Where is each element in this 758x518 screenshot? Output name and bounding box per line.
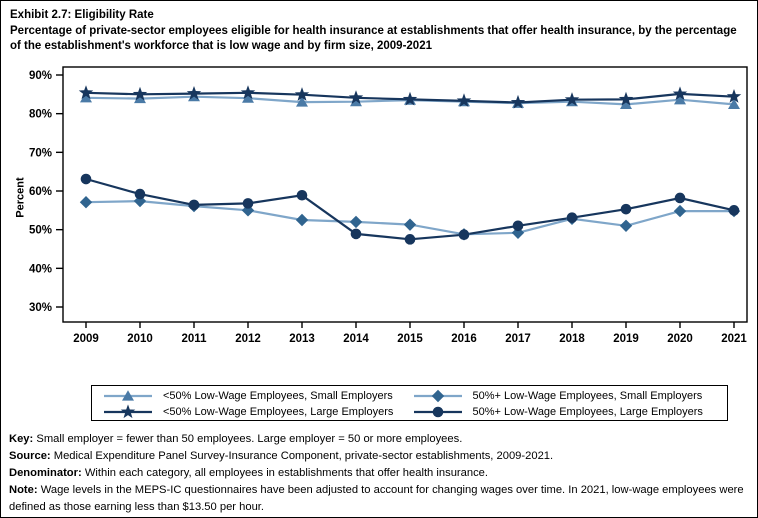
- svg-text:80%: 80%: [29, 109, 52, 121]
- svg-text:40%: 40%: [29, 263, 52, 275]
- legend-item-lt50-large: <50% Low-Wage Employees, Large Employers: [102, 404, 412, 420]
- y-axis: 90% 80% 70% 60% 50% 40% 30%: [29, 70, 63, 314]
- triangle-marker-icon: [674, 93, 686, 105]
- svg-text:30%: 30%: [29, 302, 52, 314]
- triangle-marker-icon: [242, 92, 254, 103]
- circle-marker-icon: [296, 189, 308, 201]
- svg-text:70%: 70%: [29, 147, 52, 159]
- triangle-marker-icon: [80, 92, 92, 103]
- diamond-marker-icon: [413, 389, 462, 403]
- star-marker-icon: [186, 85, 202, 100]
- svg-text:2010: 2010: [127, 333, 153, 345]
- triangle-marker-icon: [350, 95, 362, 107]
- svg-text:2011: 2011: [182, 333, 208, 345]
- triangle-marker-icon: [122, 390, 134, 401]
- circle-marker-icon: [134, 188, 146, 200]
- footnote-key: Key: Small employer = fewer than 50 empl…: [9, 433, 463, 445]
- circle-marker-icon: [80, 173, 92, 185]
- diamond-marker-icon: [79, 196, 93, 209]
- star-marker-icon: [618, 91, 634, 106]
- star-marker-icon: [564, 92, 580, 106]
- diamond-marker-icon: [431, 389, 444, 403]
- exhibit-title: Exhibit 2.7: Eligibility Rate: [10, 9, 154, 21]
- svg-text:2015: 2015: [397, 333, 423, 345]
- star-marker-icon: [456, 93, 472, 108]
- line-chart: 90% 80% 70% 60% 50% 40% 30% 2009 2010 2011 2012 201…: [29, 66, 748, 345]
- star-marker-icon: [726, 89, 742, 103]
- diamond-marker-icon: [619, 219, 633, 233]
- star-marker-icon: [672, 86, 688, 101]
- legend-item-lt50-small: <50% Low-Wage Employees, Small Employers: [102, 388, 412, 404]
- star-marker-icon: [120, 404, 136, 419]
- svg-text:2020: 2020: [667, 333, 693, 345]
- svg-text:2014: 2014: [343, 333, 369, 345]
- triangle-marker-icon: [728, 98, 740, 109]
- svg-text:2021: 2021: [721, 333, 747, 345]
- series-markers-3: [80, 173, 740, 245]
- plot-area: [62, 66, 748, 323]
- circle-marker-icon: [458, 229, 470, 240]
- star-marker-icon: [78, 85, 94, 99]
- footnote-source: Source: Medical Expenditure Panel Survey…: [9, 450, 554, 462]
- svg-text:2013: 2013: [289, 333, 315, 345]
- star-marker-icon: [104, 404, 152, 419]
- legend-label: 50%+ Low-Wage Employees, Large Employers: [472, 406, 703, 418]
- legend-item-50plus-large: 50%+ Low-Wage Employees, Large Employers: [412, 404, 722, 420]
- svg-text:2018: 2018: [559, 333, 585, 345]
- svg-text:60%: 60%: [29, 186, 52, 198]
- diamond-marker-icon: [295, 213, 309, 227]
- svg-text:2012: 2012: [235, 333, 261, 345]
- triangle-marker-icon: [620, 98, 632, 109]
- circle-marker-icon: [620, 203, 632, 215]
- footnote-denominator: Denominator: Within each category, all e…: [9, 467, 489, 479]
- diamond-marker-icon: [403, 218, 417, 231]
- legend-label: <50% Low-Wage Employees, Small Employers: [163, 390, 393, 402]
- x-axis: 2009 2010 2011 2012 2013 2014 2015 2016 2017 2018…: [73, 322, 747, 345]
- footnote-note: Note: Wage levels in the MEPS-IC questio…: [9, 484, 744, 513]
- diamond-marker-icon: [673, 204, 687, 218]
- circle-marker-icon: [566, 212, 578, 223]
- diamond-marker-icon: [349, 215, 363, 229]
- circle-marker-icon: [674, 192, 686, 204]
- svg-text:50%: 50%: [29, 225, 52, 237]
- star-marker-icon: [510, 94, 526, 109]
- star-marker-icon: [132, 86, 148, 101]
- chart-header: Exhibit 2.7: Eligibility Rate Percentage…: [10, 8, 750, 55]
- circle-marker-icon: [242, 198, 254, 209]
- circle-marker-icon: [350, 228, 362, 240]
- circle-marker-icon: [188, 199, 200, 211]
- circle-marker-icon: [728, 205, 740, 216]
- legend-item-50plus-small: 50%+ Low-Wage Employees, Small Employers: [412, 388, 722, 404]
- star-marker-icon: [348, 90, 364, 104]
- circle-marker-icon: [512, 220, 524, 232]
- star-marker-icon: [402, 91, 418, 106]
- series-markers-2: [78, 85, 742, 109]
- circle-marker-icon: [404, 234, 416, 245]
- legend-label: <50% Low-Wage Employees, Large Employers: [163, 406, 394, 418]
- exhibit-subtitle: Percentage of private-sector employees e…: [10, 24, 737, 53]
- triangle-marker-icon: [296, 96, 308, 107]
- svg-text:2019: 2019: [613, 333, 639, 345]
- circle-marker-icon: [413, 406, 462, 418]
- footnotes: Key: Small employer = fewer than 50 empl…: [9, 431, 751, 516]
- star-marker-icon: [240, 85, 256, 99]
- chart-legend: <50% Low-Wage Employees, Small Employers…: [91, 385, 728, 421]
- triangle-marker-icon: [104, 390, 152, 401]
- circle-marker-icon: [432, 406, 443, 418]
- triangle-marker-icon: [134, 92, 146, 104]
- star-marker-icon: [294, 87, 310, 101]
- svg-text:2009: 2009: [73, 333, 99, 345]
- svg-text:90%: 90%: [29, 70, 52, 82]
- svg-text:2017: 2017: [505, 333, 531, 345]
- legend-label: 50%+ Low-Wage Employees, Small Employers: [472, 390, 703, 402]
- svg-text:2016: 2016: [451, 333, 477, 345]
